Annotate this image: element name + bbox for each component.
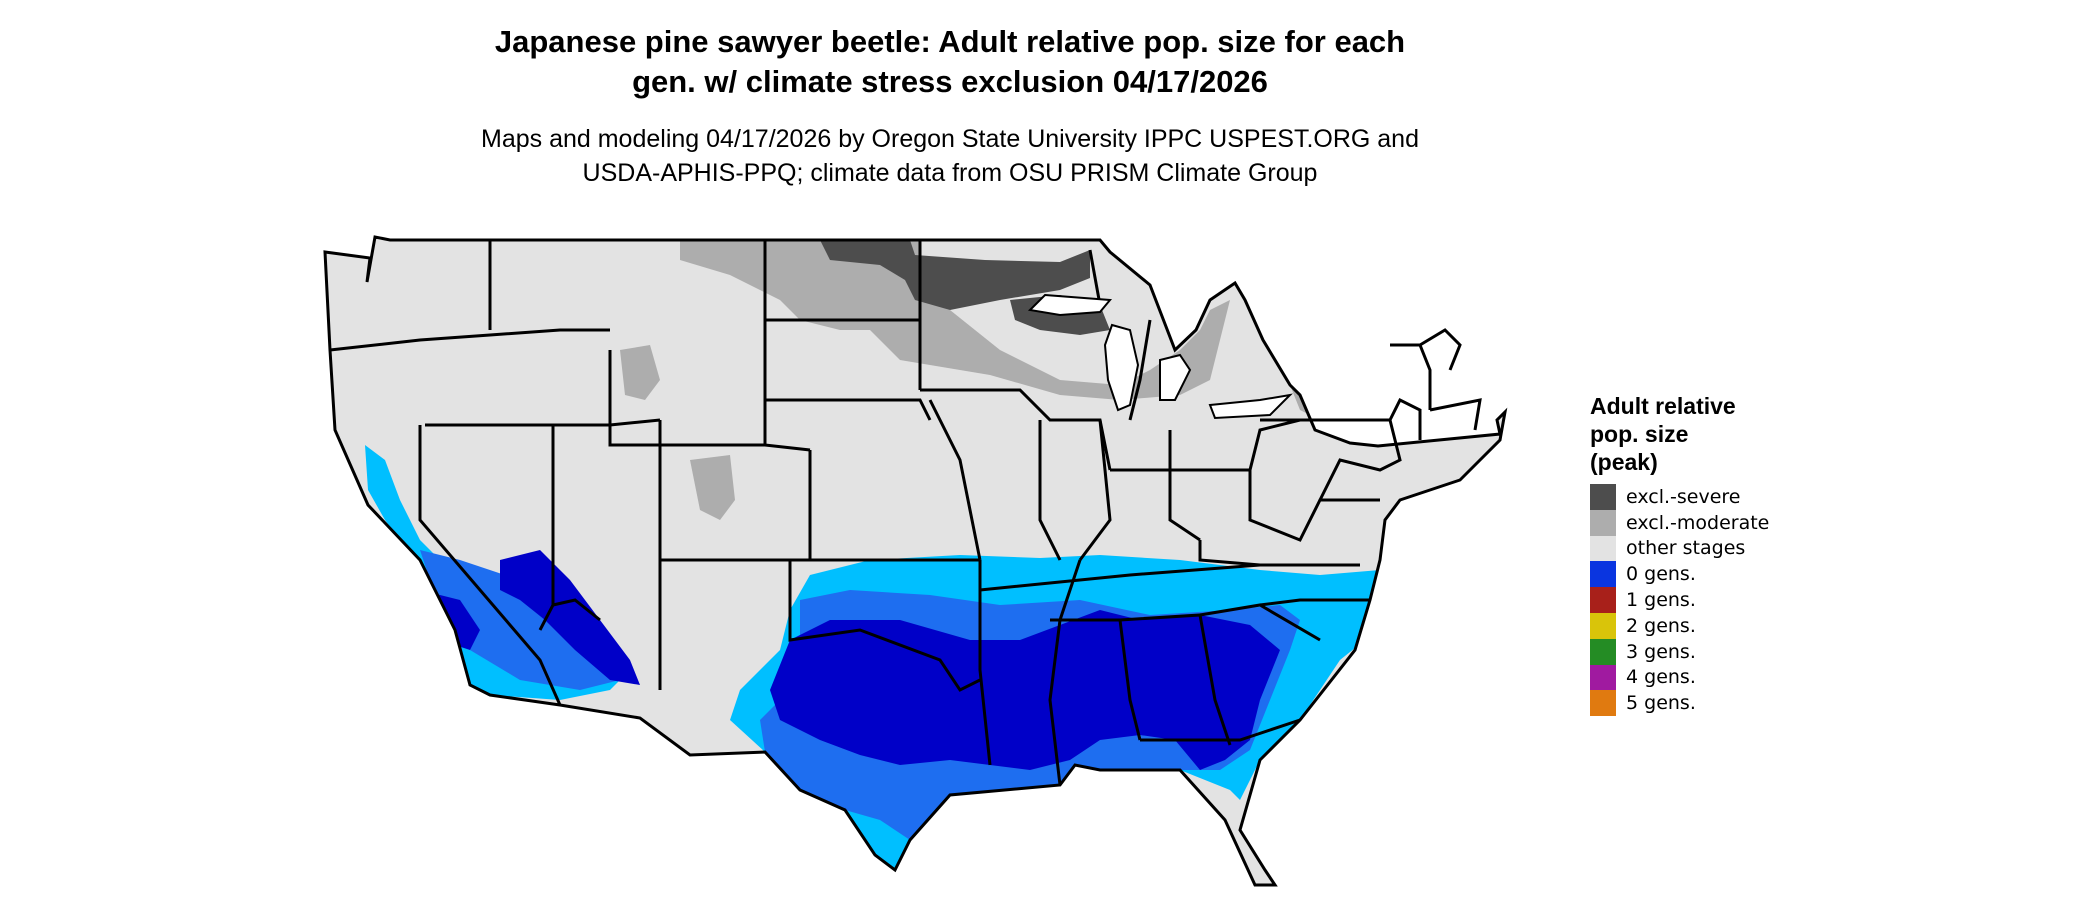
map-subtitle: Maps and modeling 04/17/2026 by Oregon S… (300, 122, 1600, 190)
severe-zone-minnesota (820, 240, 1090, 310)
map-legend: Adult relative pop. size (peak) excl.-se… (1590, 392, 1770, 717)
severe-zone-new-york (1370, 345, 1410, 385)
legend-swatch (1590, 638, 1616, 665)
legend-title-line3: (peak) (1590, 449, 1658, 475)
legend-label: 3 gens. (1626, 640, 1696, 663)
legend-label: other stages (1626, 537, 1746, 560)
legend-item: excl.-moderate (1590, 509, 1770, 536)
legend-item: 0 gens. (1590, 561, 1769, 588)
legend-swatch (1590, 612, 1616, 639)
legend-item: 2 gens. (1590, 612, 1769, 639)
mid-blue-zone-desert (420, 550, 620, 690)
great-lakes (1027, 293, 1293, 420)
dark-blue-zone-arizona (500, 550, 640, 685)
legend-swatch (1590, 664, 1616, 691)
state-borders (323, 235, 1508, 887)
legend-label: 1 gens. (1626, 589, 1696, 612)
moderate-zone-north-plains (680, 240, 1230, 400)
legend-label: 0 gens. (1626, 563, 1696, 586)
legend-swatch (1590, 509, 1616, 536)
map-title-line1: Japanese pine sawyer beetle: Adult relat… (494, 24, 1406, 59)
legend-item: 3 gens. (1590, 638, 1769, 665)
legend-swatch (1590, 587, 1616, 613)
map-title: Japanese pine sawyer beetle: Adult relat… (300, 22, 1600, 102)
legend-item: other stages (1590, 535, 1769, 562)
legend-item: 1 gens. (1590, 587, 1769, 613)
map-title-line2: gen. w/ climate stress exclusion 04/17/2… (632, 64, 1268, 99)
legend-label: excl.-severe (1626, 485, 1741, 508)
dark-blue-zone-gulf (770, 610, 1280, 770)
map-subtitle-line1: Maps and modeling 04/17/2026 by Oregon S… (481, 125, 1419, 153)
map-subtitle-line2: USDA-APHIS-PPQ; climate data from OSU PR… (582, 159, 1318, 187)
legend-swatch (1590, 561, 1616, 588)
legend-label: 5 gens. (1626, 692, 1696, 715)
legend-label: 2 gens. (1626, 614, 1696, 637)
legend-title-line1: Adult relative (1590, 393, 1736, 419)
legend-title-line2: pop. size (1590, 421, 1689, 447)
legend-title: Adult relative pop. size (peak) (1590, 392, 1769, 476)
legend-item: 4 gens. (1590, 664, 1769, 691)
legend-swatch (1590, 484, 1616, 510)
moderate-zone-colorado (690, 455, 735, 520)
legend-item: excl.-severe (1590, 484, 1769, 510)
legend-swatch (1590, 535, 1616, 562)
legend-swatch (1590, 690, 1616, 717)
legend-item: 5 gens. (1590, 690, 1769, 717)
us-map (323, 235, 1508, 887)
legend-label: excl.-moderate (1626, 511, 1770, 534)
moderate-zone-rockies (620, 345, 660, 400)
legend-label: 4 gens. (1626, 666, 1696, 689)
